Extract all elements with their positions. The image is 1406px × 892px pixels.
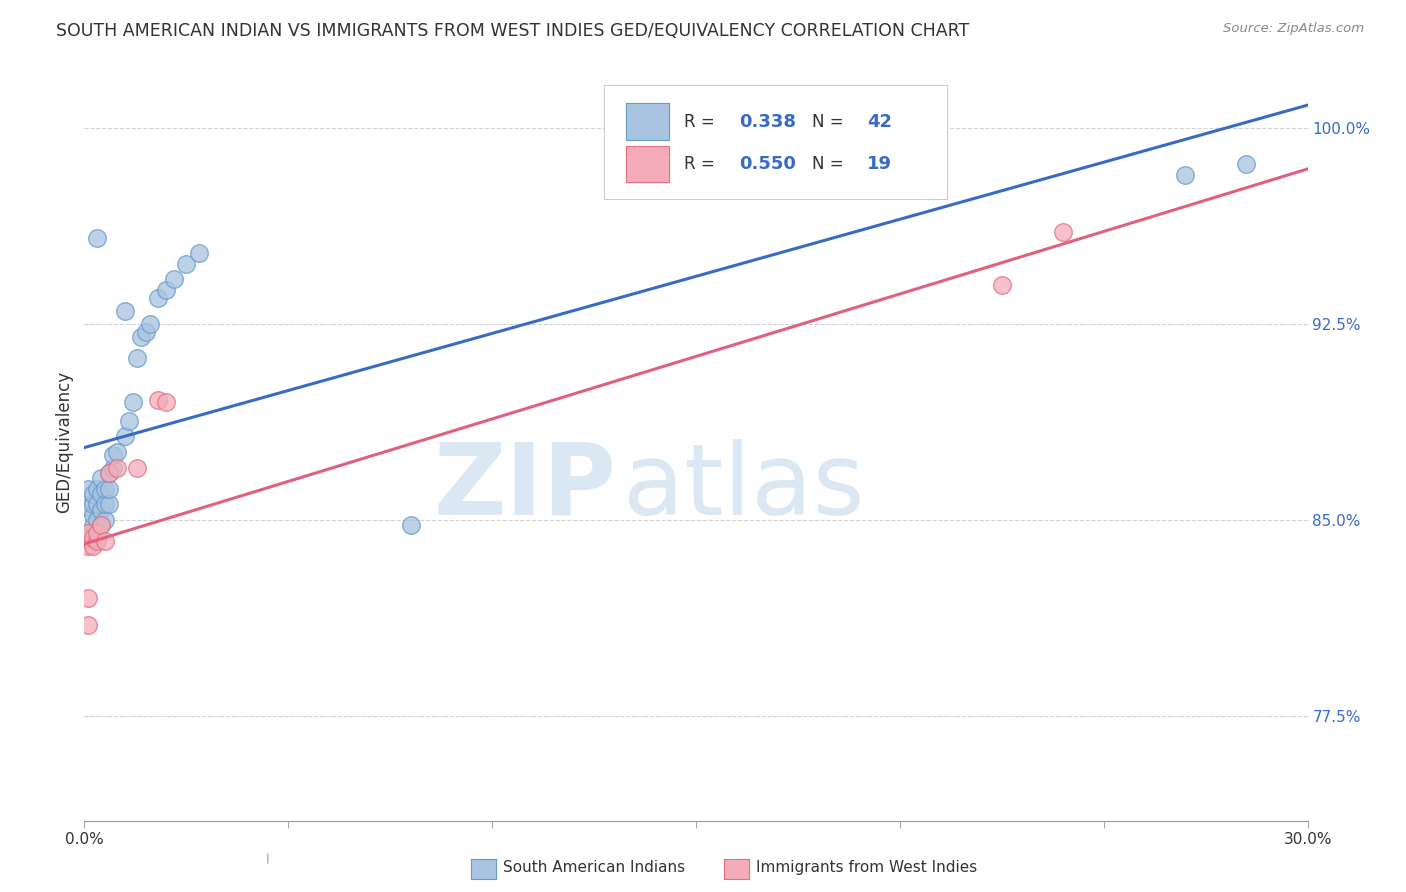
- Point: [86, 482, 108, 496]
- Text: 19: 19: [868, 155, 893, 173]
- Point: [77, 482, 100, 496]
- Text: 42: 42: [868, 112, 893, 130]
- Point: [122, 395, 145, 409]
- Point: [135, 325, 157, 339]
- Point: [1174, 168, 1197, 182]
- Point: [114, 429, 136, 443]
- Point: [155, 283, 177, 297]
- Point: [105, 445, 128, 459]
- Point: [90, 518, 112, 533]
- Point: [82, 487, 104, 501]
- Text: R =: R =: [683, 155, 720, 173]
- Point: [93, 482, 115, 496]
- Point: [77, 617, 100, 632]
- Point: [97, 497, 120, 511]
- Point: [90, 487, 112, 501]
- Point: [86, 533, 108, 548]
- Point: [82, 497, 104, 511]
- Point: [146, 392, 169, 407]
- Point: [86, 513, 108, 527]
- Point: [131, 330, 153, 344]
- Point: [86, 230, 108, 244]
- Point: [82, 539, 104, 553]
- FancyBboxPatch shape: [605, 85, 946, 199]
- Point: [399, 518, 422, 533]
- Point: [97, 466, 120, 480]
- Text: South American Indians: South American Indians: [503, 860, 686, 874]
- Point: [97, 482, 120, 496]
- Point: [86, 531, 108, 545]
- Point: [101, 448, 124, 462]
- Point: [1236, 157, 1258, 171]
- Text: atlas: atlas: [623, 439, 865, 535]
- Point: [163, 272, 186, 286]
- Point: [77, 500, 100, 514]
- Point: [86, 526, 108, 541]
- Point: [118, 414, 141, 428]
- Point: [93, 513, 115, 527]
- Point: [127, 460, 149, 475]
- Point: [77, 539, 100, 553]
- Point: [90, 518, 112, 533]
- Point: [77, 591, 100, 606]
- Text: ZIP: ZIP: [433, 439, 616, 535]
- Point: [1052, 226, 1074, 240]
- Text: Immigrants from West Indies: Immigrants from West Indies: [756, 860, 977, 874]
- Point: [77, 526, 100, 541]
- Point: [82, 508, 104, 522]
- Text: R =: R =: [683, 112, 720, 130]
- Point: [97, 466, 120, 480]
- Point: [90, 471, 112, 485]
- Point: [624, 173, 647, 187]
- Point: [187, 246, 209, 260]
- Point: [127, 827, 149, 841]
- Text: N =: N =: [813, 112, 849, 130]
- Point: [114, 303, 136, 318]
- Point: [155, 395, 177, 409]
- Text: Source: ZipAtlas.com: Source: ZipAtlas.com: [1223, 22, 1364, 36]
- Point: [146, 291, 169, 305]
- Point: [93, 533, 115, 548]
- Point: [138, 317, 160, 331]
- Point: [991, 277, 1014, 292]
- Point: [105, 460, 128, 475]
- Text: N =: N =: [813, 155, 849, 173]
- Text: 0.550: 0.550: [738, 155, 796, 173]
- Bar: [626, 103, 669, 140]
- Point: [77, 526, 100, 541]
- Point: [82, 531, 104, 545]
- Point: [127, 351, 149, 365]
- Point: [82, 518, 104, 533]
- Bar: [626, 145, 669, 182]
- Point: [86, 497, 108, 511]
- Point: [77, 531, 100, 545]
- Point: [174, 257, 197, 271]
- Y-axis label: GED/Equivalency: GED/Equivalency: [55, 370, 73, 513]
- Point: [93, 497, 115, 511]
- Text: 0.338: 0.338: [738, 112, 796, 130]
- Point: [101, 460, 124, 475]
- Text: SOUTH AMERICAN INDIAN VS IMMIGRANTS FROM WEST INDIES GED/EQUIVALENCY CORRELATION: SOUTH AMERICAN INDIAN VS IMMIGRANTS FROM…: [56, 22, 970, 40]
- Point: [90, 502, 112, 516]
